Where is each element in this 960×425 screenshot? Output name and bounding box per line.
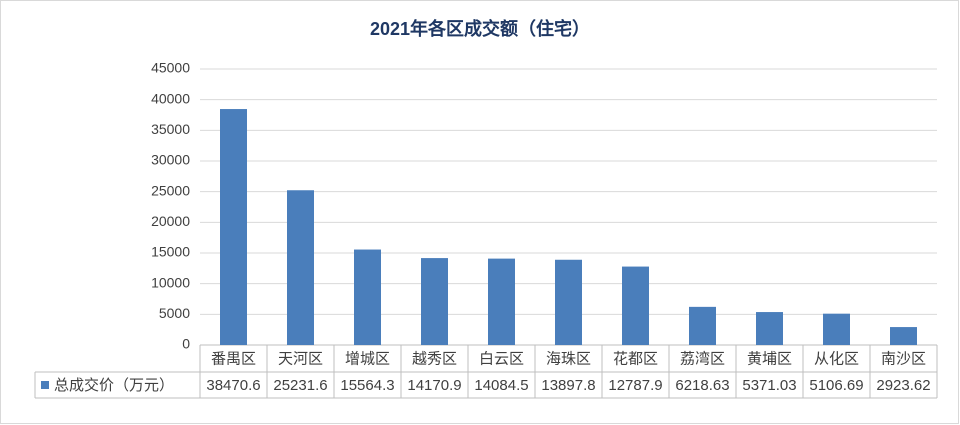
x-tick-label: 黄埔区 <box>747 350 792 367</box>
y-tick-label: 20000 <box>151 213 190 229</box>
bar <box>689 306 716 345</box>
bar <box>622 266 649 345</box>
bar <box>220 109 247 345</box>
legend-marker <box>41 381 49 389</box>
table-value: 6218.63 <box>675 377 729 394</box>
table-value: 12787.9 <box>608 377 662 394</box>
chart-title: 2021年各区成交额（住宅） <box>370 18 590 39</box>
bar <box>555 259 582 345</box>
y-tick-label: 0 <box>182 336 190 352</box>
x-tick-label: 天河区 <box>278 350 323 367</box>
bar <box>756 312 783 345</box>
legend-label: 总成交价（万元） <box>54 376 174 394</box>
table-value: 13897.8 <box>541 377 595 394</box>
table-value: 14170.9 <box>407 377 461 394</box>
x-tick-label: 白云区 <box>479 350 524 367</box>
y-tick-label: 5000 <box>159 305 190 321</box>
bar <box>823 313 850 345</box>
table-value: 15564.3 <box>340 377 394 394</box>
bar <box>890 327 917 345</box>
y-tick-label: 10000 <box>151 274 190 290</box>
table-value: 38470.6 <box>206 377 260 394</box>
bar <box>287 190 314 345</box>
x-tick-label: 番禺区 <box>211 350 256 367</box>
x-tick-label: 南沙区 <box>881 350 926 367</box>
x-tick-label: 荔湾区 <box>680 350 725 367</box>
x-tick-label: 海珠区 <box>546 350 591 367</box>
table-value: 5371.03 <box>742 377 796 394</box>
bar <box>354 249 381 345</box>
y-tick-label: 40000 <box>151 90 190 106</box>
bar <box>421 258 448 345</box>
table-value: 14084.5 <box>474 377 528 394</box>
table-value: 5106.69 <box>809 377 863 394</box>
y-tick-label: 15000 <box>151 244 190 260</box>
y-tick-label: 45000 <box>151 60 190 76</box>
x-tick-label: 花都区 <box>613 350 658 367</box>
table-value: 2923.62 <box>876 377 930 394</box>
y-tick-label: 30000 <box>151 152 190 168</box>
x-tick-label: 增城区 <box>345 350 390 367</box>
y-tick-label: 35000 <box>151 121 190 137</box>
x-tick-label: 越秀区 <box>412 350 457 367</box>
x-tick-label: 从化区 <box>814 350 859 367</box>
bar <box>488 258 515 345</box>
table-value: 25231.6 <box>273 377 327 394</box>
y-tick-label: 25000 <box>151 182 190 198</box>
